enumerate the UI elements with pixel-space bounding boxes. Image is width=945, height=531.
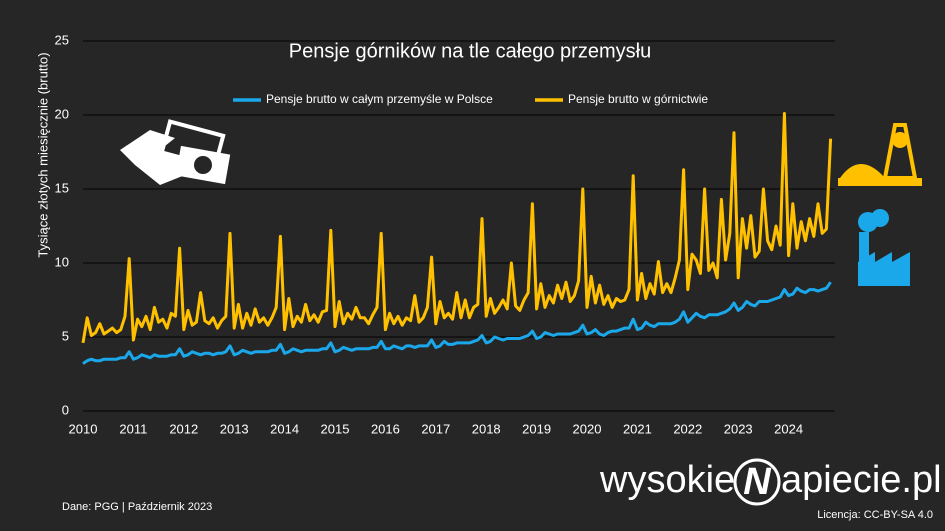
y-tick-label: 0 (62, 402, 69, 417)
factory-icon (858, 209, 910, 286)
logo-text: wysokie (599, 459, 735, 501)
y-tick-label: 25 (55, 32, 69, 47)
logo-text: apiecie.pl (781, 459, 942, 501)
chart-title: Pensje górników na tle całego przemysłu (289, 40, 651, 62)
x-tick-label: 2013 (220, 421, 249, 436)
legend-label: Pensje brutto w górnictwie (568, 92, 708, 106)
y-tick-label: 15 (55, 180, 69, 195)
x-tick-label: 2012 (169, 421, 198, 436)
series-line (81, 112, 833, 344)
smoke (871, 209, 889, 227)
x-tick-label: 2011 (119, 421, 147, 436)
mine-tower (882, 123, 918, 180)
x-tick-label: 2010 (69, 421, 98, 436)
y-tick-label: 10 (55, 254, 69, 269)
chimney (859, 232, 869, 272)
logo: wysokie N apiecie.pl (599, 458, 942, 506)
y-axis-label: Tysiące złotych miesięcznie (brutto) (35, 52, 50, 257)
logo-ring (733, 458, 781, 506)
x-tick-label: 2016 (371, 421, 400, 436)
money-icon (120, 119, 231, 185)
x-tick-label: 2022 (673, 421, 702, 436)
x-tick-label: 2017 (421, 421, 450, 436)
mine-icon (838, 123, 922, 186)
source-note: Dane: PGG | Październik 2023 (62, 501, 212, 513)
x-tick-label: 2019 (522, 421, 551, 436)
mine-base (838, 178, 922, 186)
y-tick-label: 20 (55, 106, 69, 121)
series-line (82, 281, 832, 365)
license-note: Licencja: CC-BY-SA 4.0 (817, 509, 933, 521)
mine-wheel (892, 132, 908, 148)
legend-label: Pensje brutto w całym przemyśle w Polsce (266, 92, 493, 106)
x-tick-label: 2018 (472, 421, 501, 436)
x-tick-label: 2014 (270, 421, 299, 436)
x-tick-label: 2023 (724, 421, 753, 436)
x-tick-label: 2024 (774, 421, 803, 436)
x-tick-label: 2020 (573, 421, 602, 436)
hand-shape (120, 130, 185, 185)
coin-mark (194, 156, 212, 174)
coal-heap (840, 164, 885, 178)
factory-body (858, 252, 910, 286)
x-tick-label: 2021 (623, 421, 652, 436)
logo-text: N (743, 461, 772, 503)
y-tick-label: 5 (62, 328, 69, 343)
x-tick-label: 2015 (321, 421, 350, 436)
